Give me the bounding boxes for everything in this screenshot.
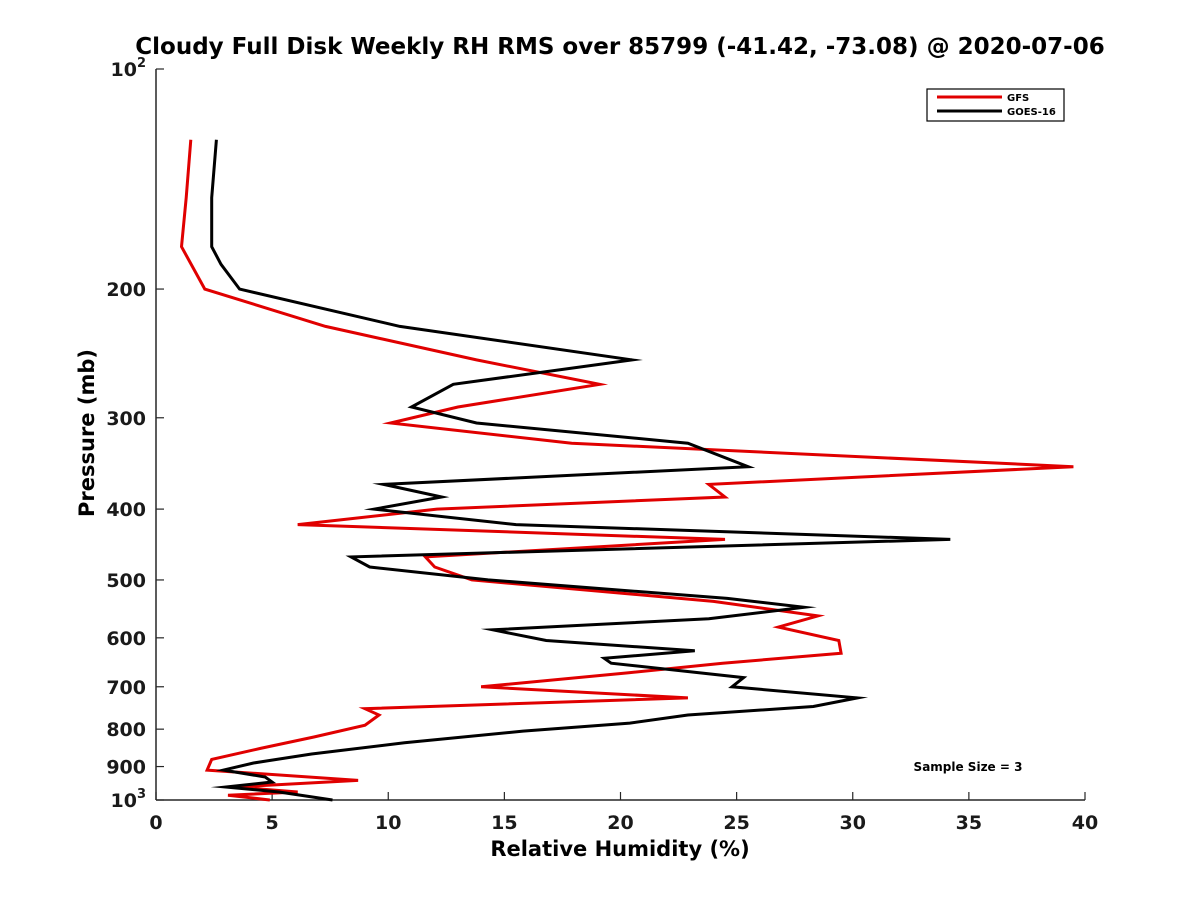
y-axis-label: Pressure (mb) bbox=[75, 349, 99, 517]
x-tick-label: 20 bbox=[607, 812, 633, 834]
x-tick-label: 40 bbox=[1072, 812, 1098, 834]
series-line-gfs bbox=[179, 139, 1074, 802]
y-tick-label: 900 bbox=[106, 757, 146, 779]
legend-label: GFS bbox=[1007, 93, 1029, 104]
x-tick-label: 10 bbox=[375, 812, 401, 834]
y-tick-label: 700 bbox=[106, 677, 146, 699]
legend-box bbox=[926, 88, 1065, 122]
legend-label: GOES-16 bbox=[1007, 107, 1056, 118]
y-tick-label: 500 bbox=[106, 570, 146, 592]
y-tick-label: 400 bbox=[106, 499, 146, 521]
y-tick-label: 300 bbox=[106, 408, 146, 430]
x-tick-label: 15 bbox=[491, 812, 517, 834]
y-tick-label: 200 bbox=[106, 279, 146, 301]
x-tick-label: 25 bbox=[723, 812, 749, 834]
axes: 0 5 10 15 20 25 30 35 40 102 200 300 400 500 600 700 800… bbox=[106, 56, 1098, 834]
series-line-goes-16 bbox=[210, 139, 951, 802]
x-tick-label: 0 bbox=[149, 812, 162, 834]
x-axis-label: Relative Humidity (%) bbox=[490, 837, 749, 861]
x-tick-label: 35 bbox=[956, 812, 982, 834]
y-tick-label: 600 bbox=[106, 628, 146, 650]
y-tick-label: 103 bbox=[111, 787, 147, 812]
series-lines bbox=[179, 139, 1074, 802]
sample-size-annotation: Sample Size = 3 bbox=[914, 760, 1023, 774]
x-tick-label: 30 bbox=[840, 812, 866, 834]
x-tick-label: 5 bbox=[266, 812, 279, 834]
y-tick-label: 800 bbox=[106, 719, 146, 741]
chart-title: Cloudy Full Disk Weekly RH RMS over 8579… bbox=[135, 34, 1104, 60]
y-tick-label: 102 bbox=[111, 56, 147, 81]
legend: GFS GOES-16 bbox=[926, 88, 1065, 122]
